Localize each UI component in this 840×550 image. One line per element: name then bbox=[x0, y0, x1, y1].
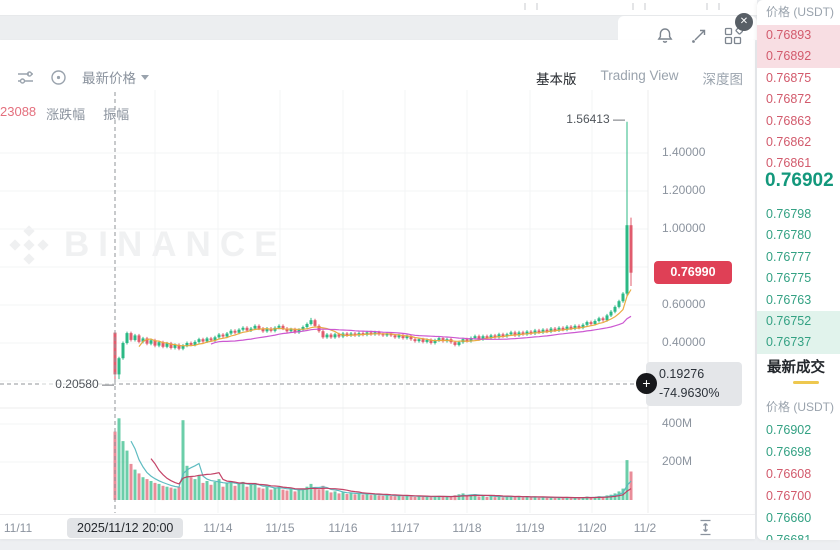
price-axis-label: 1.00000 bbox=[662, 221, 706, 235]
trades-header: 价格 (USDT) bbox=[766, 400, 834, 414]
layout-grid-icon[interactable] bbox=[723, 26, 744, 46]
add-alert-icon[interactable]: + bbox=[636, 373, 657, 394]
bid-row[interactable]: 0.76737 bbox=[757, 332, 840, 354]
tab-tradingview[interactable]: Trading View bbox=[600, 68, 679, 83]
trade-row[interactable]: 0.76902 bbox=[766, 423, 812, 437]
time-axis-label: 11/17 bbox=[390, 521, 420, 535]
low-price-marker: 0.20580 — bbox=[40, 377, 114, 391]
time-axis-label: 11/19 bbox=[515, 521, 545, 535]
volume-axis-label: 200M bbox=[662, 454, 693, 468]
price-mode-label: 最新价格 bbox=[82, 71, 136, 86]
target-icon[interactable] bbox=[49, 68, 68, 87]
time-axis-label: 11/11 bbox=[3, 521, 33, 535]
trade-list: 0.76902 0.76698 0.76608 0.76700 0.76660 0.766… bbox=[757, 419, 840, 540]
trade-row[interactable]: 0.76608 bbox=[766, 467, 812, 481]
bid-row[interactable]: 0.76798 bbox=[766, 207, 812, 221]
crosshair-change: -74.9630% bbox=[659, 386, 720, 400]
chart-panel: 最新价格 基本版 Trading View 深度图 23088 涨跌幅 振幅 B… bbox=[0, 40, 755, 539]
indicator-settings-icon[interactable] bbox=[16, 68, 35, 87]
time-axis-label: 11/18 bbox=[452, 521, 482, 535]
time-axis-label: 11/14 bbox=[203, 521, 233, 535]
time-axis-label: 11/15 bbox=[265, 521, 295, 535]
time-axis-label: 11/16 bbox=[328, 521, 358, 535]
candle-series bbox=[113, 121, 633, 501]
fit-scale-icon[interactable] bbox=[697, 519, 714, 536]
chart-legend: 23088 涨跌幅 振幅 bbox=[0, 104, 147, 123]
trade-row[interactable]: 0.76681 bbox=[766, 533, 812, 540]
bell-icon[interactable] bbox=[655, 26, 675, 46]
trend-expand-icon[interactable] bbox=[689, 26, 709, 46]
bid-row[interactable]: 0.76763 bbox=[766, 292, 812, 307]
volume-axis-label: 400M bbox=[662, 416, 693, 430]
chart-toolbar: 最新价格 基本版 Trading View 深度图 bbox=[0, 60, 755, 94]
ask-row[interactable]: 0.76875 bbox=[766, 70, 812, 85]
time-axis: 2025/11/12 20:00 11/11 11/14 11/15 11/16 11/… bbox=[0, 514, 755, 539]
high-price-marker: 1.56413 — bbox=[566, 112, 625, 126]
orderbook-header: 价格 (USDT) bbox=[766, 5, 834, 19]
current-price-badge: 0.76990 bbox=[654, 261, 732, 284]
ask-row[interactable]: 0.76893 bbox=[757, 25, 840, 47]
crosshair-tooltip: + 0.19276 -74.9630% bbox=[636, 362, 742, 406]
time-axis-label: 11/20 bbox=[577, 521, 607, 535]
crosshair-price: 0.19276 bbox=[659, 367, 705, 381]
legend-amplitude-toggle[interactable]: 振幅 bbox=[103, 107, 130, 122]
trade-row[interactable]: 0.76700 bbox=[766, 489, 812, 503]
price-axis-label: 1.40000 bbox=[662, 145, 706, 159]
panel-top-corner bbox=[618, 16, 757, 40]
price-mode-dropdown[interactable]: 最新价格 bbox=[82, 67, 149, 87]
crosshair-lines bbox=[0, 92, 638, 513]
orderbook-last-price: 0.76902 bbox=[765, 170, 834, 191]
ask-row[interactable]: 0.76872 bbox=[766, 92, 812, 107]
price-axis-label: 1.20000 bbox=[662, 183, 706, 197]
crosshair-date-badge: 2025/11/12 20:00 bbox=[67, 518, 184, 538]
bid-row[interactable]: 0.76752 bbox=[757, 310, 840, 333]
grid-lines bbox=[0, 90, 648, 513]
bid-row[interactable]: 0.76777 bbox=[766, 249, 812, 264]
top-strip bbox=[0, 0, 757, 16]
tab-basic[interactable]: 基本版 bbox=[535, 72, 577, 87]
trade-row[interactable]: 0.76660 bbox=[766, 511, 812, 525]
ask-row[interactable]: 0.76892 bbox=[757, 46, 840, 68]
ask-row[interactable]: 0.76862 bbox=[766, 134, 812, 149]
chevron-down-icon bbox=[141, 74, 149, 80]
clipped-mark bbox=[706, 3, 720, 10]
ask-row[interactable]: 0.76863 bbox=[766, 113, 812, 128]
pane-separators bbox=[0, 90, 649, 513]
tab-depth[interactable]: 深度图 bbox=[702, 72, 744, 87]
orderbook-panel: 价格 (USDT) 0.76893 0.76892 0.76875 0.76872 0.… bbox=[757, 0, 840, 540]
candlestick-chart[interactable] bbox=[0, 90, 755, 515]
active-tab-underline bbox=[793, 381, 819, 384]
bid-row[interactable]: 0.76775 bbox=[766, 271, 812, 286]
clipped-mark bbox=[524, 3, 538, 10]
close-icon[interactable]: ✕ bbox=[735, 13, 753, 31]
bid-row[interactable]: 0.76780 bbox=[766, 228, 812, 243]
ask-list: 0.76893 0.76892 0.76875 0.76872 0.76863 0.768… bbox=[757, 25, 840, 175]
clipped-mark bbox=[632, 3, 646, 10]
ask-row[interactable]: 0.76861 bbox=[766, 156, 812, 171]
legend-change-toggle[interactable]: 涨跌幅 bbox=[46, 107, 86, 122]
trade-row[interactable]: 0.76698 bbox=[766, 445, 812, 459]
chart-view-tabs: 基本版 Trading View 深度图 bbox=[536, 68, 743, 88]
tab-latest-trades[interactable]: 最新成交 bbox=[767, 360, 825, 376]
price-axis-label: 0.60000 bbox=[662, 297, 706, 311]
price-axis-label: 0.40000 bbox=[662, 335, 706, 349]
bid-list: 0.76798 0.76780 0.76777 0.76775 0.76763 0.767… bbox=[757, 204, 840, 354]
time-axis-label: 11/2 bbox=[633, 521, 657, 535]
legend-value: 23088 bbox=[0, 104, 37, 119]
